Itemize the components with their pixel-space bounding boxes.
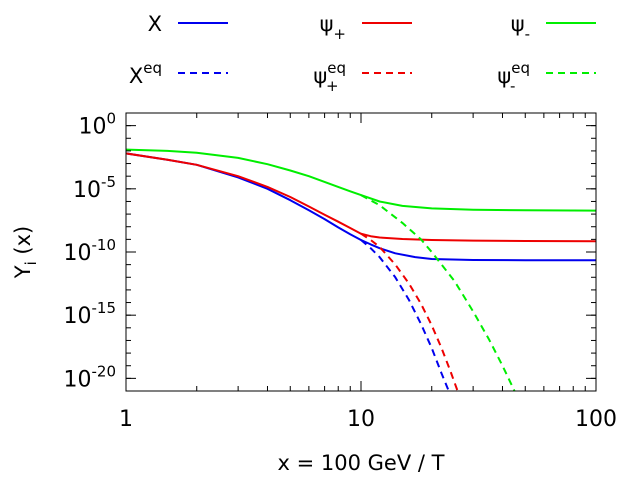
series-line-psiplus xyxy=(126,152,596,243)
y-tick-label: 10-20 xyxy=(64,362,117,392)
legend-label: ψeq+​ xyxy=(313,59,346,95)
x-axis-label: x = 100 GeV / T xyxy=(278,451,445,475)
legend-label: ψ- xyxy=(511,12,530,43)
series-line-psiminus xyxy=(126,148,596,212)
series-line-psiminuseq xyxy=(360,194,516,391)
series-line-chieq xyxy=(360,239,450,391)
legend-entry-chi: X xyxy=(148,12,228,36)
legend-label: X xyxy=(148,12,162,36)
series-line-chi xyxy=(126,152,596,262)
legend-entry-psiminuseq: ψeq-​ xyxy=(497,59,596,95)
series-line-psipluseq xyxy=(360,232,459,391)
y-tick-label: 10-5 xyxy=(73,173,116,203)
legend-label: ψeq-​ xyxy=(497,59,530,95)
minor-ticks xyxy=(126,112,596,392)
tick-labels: 1 10 100 100 10-5 10-10 10-15 10-20 xyxy=(64,110,618,432)
legend-label: Xeq xyxy=(129,59,162,88)
legend-entry-psiminus: ψ- xyxy=(511,12,596,43)
legend-entry-chieq: Xeq xyxy=(129,59,228,88)
x-tick-label: 1 xyxy=(119,407,133,432)
series-layer xyxy=(126,148,596,391)
y-tick-label: 10-10 xyxy=(64,236,117,266)
y-tick-label: 100 xyxy=(78,110,116,140)
x-tick-label: 10 xyxy=(347,407,375,432)
legend-label: ψ+ xyxy=(320,12,346,43)
x-tick-label: 100 xyxy=(575,407,617,432)
y-axis-label: Yi (x) xyxy=(11,226,40,280)
legend-entry-psipluseq: ψeq+​ xyxy=(313,59,412,95)
legend-entry-psiplus: ψ+ xyxy=(320,12,412,43)
major-ticks xyxy=(125,113,597,391)
plot-frame xyxy=(125,112,597,392)
y-tick-label: 10-15 xyxy=(64,299,117,329)
legend: Xψ+ ψ- Xeq ψeq+​ ψeq-​ xyxy=(129,12,596,95)
